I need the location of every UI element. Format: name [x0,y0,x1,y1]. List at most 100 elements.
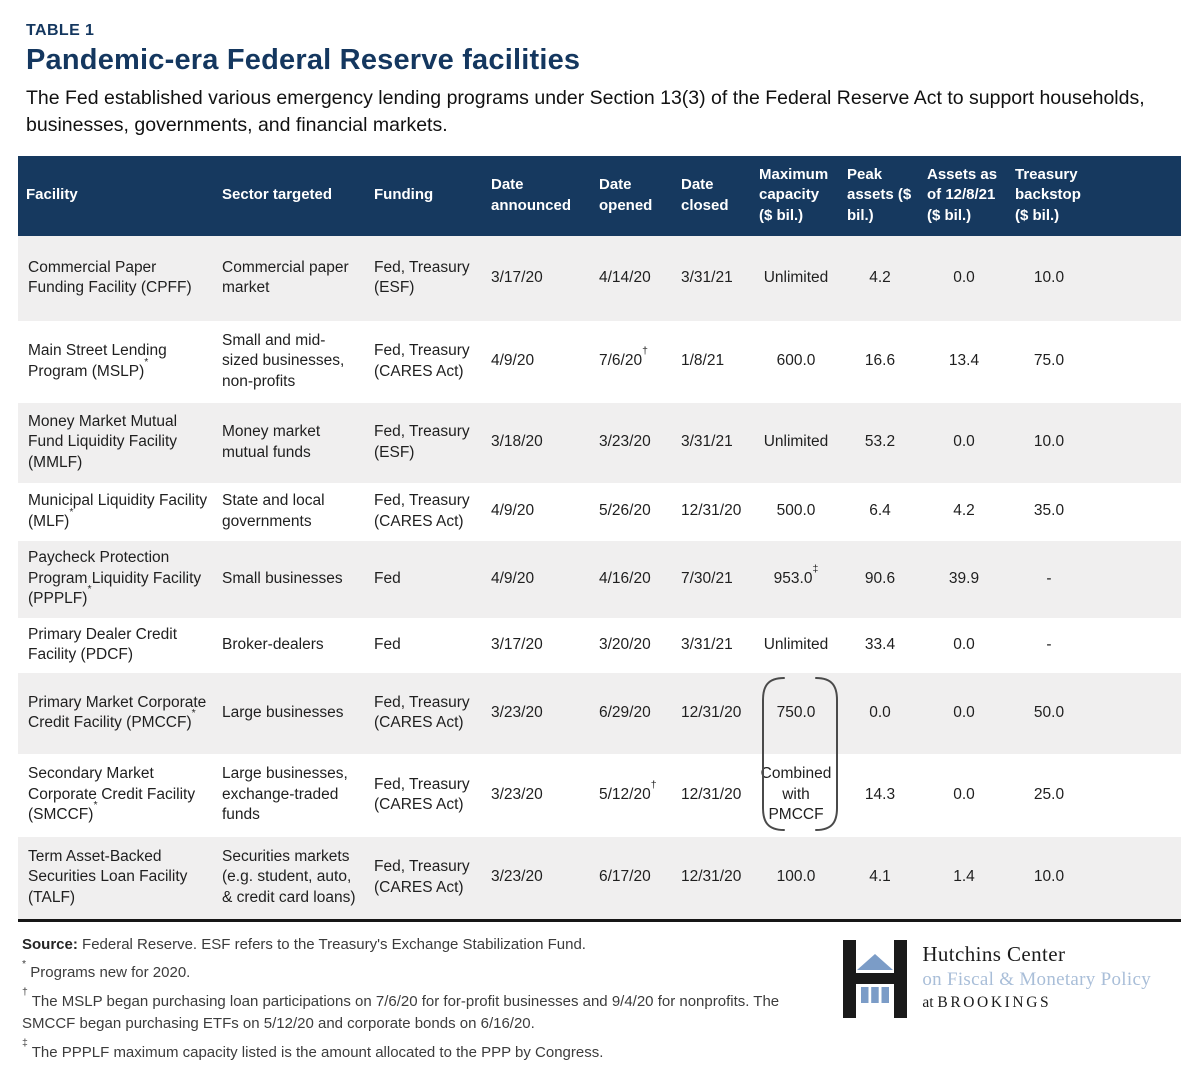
table-cell: 1.4 [953,868,975,886]
table-cell: 90.6 [864,569,896,587]
table-cell: 5/12/20† [599,778,657,803]
facilities-table: Facility Sector targeted Funding Date annou… [18,155,1181,919]
table-row: Municipal Liquidity Facility (MLF)* State… [18,483,1181,541]
table-cell: 953.0‡ [773,562,819,587]
column-header: Funding [374,186,434,204]
table-cell: 10.0 [1033,268,1065,286]
column-header: Date closed [681,176,729,214]
table-cell: Fed, Treasury (CARES Act) [374,775,470,814]
table-cell: Fed, Treasury (CARES Act) [374,693,470,732]
table-cell: Large businesses, exchange-traded funds [222,765,348,824]
footnote-marker: * [144,355,149,368]
table-cell: 10.0 [1033,868,1065,886]
footnote-marker: * [87,583,92,596]
table-cell: 4/9/20 [491,352,535,370]
logo-name: Hutchins Center [922,941,1066,966]
table-cell: 4/14/20 [599,268,651,286]
table-cell: 0.0 [953,703,975,721]
facility-cell: Main Street Lending Program (MSLP)* [28,342,167,380]
table-cell: Combined with PMCCF [760,765,832,824]
table-cell: Small and mid-sized businesses, non-prof… [222,331,345,390]
facility-cell: Primary Market Corporate Credit Facility… [28,693,207,732]
table-cell: 3/17/20 [491,635,543,653]
facility-cell: Term Asset-Backed Securities Loan Facili… [28,847,188,906]
table-cell: 33.4 [864,635,896,653]
footnote-marker: † [650,778,657,791]
footnote-line: * Programs new for 2020. [22,957,191,982]
logo-at-prefix: at [922,993,938,1011]
table-row: Primary Market Corporate Credit Facility… [18,672,1181,754]
table-cell: 3/17/20 [491,268,543,286]
table-cell: 12/31/20 [681,502,742,520]
footnote-marker: * [69,505,74,518]
footnotes: Source: Federal Reserve. ESF refers to t… [22,934,832,1071]
table-bottom-rule [18,918,1181,922]
footnote-line: Source: Federal Reserve. ESF refers to t… [22,935,586,953]
table-cell: Fed, Treasury (CARES Act) [374,342,470,380]
table-cell: 0.0 [869,703,891,721]
facility-cell: Money Market Mutual Fund Liquidity Facil… [28,412,178,471]
table-cell: 3/23/20 [599,433,651,451]
table-row: Commercial Paper Funding Facility (CPFF)… [18,235,1181,321]
table-cell: 3/23/20 [491,785,543,803]
table-cell: Fed, Treasury (ESF) [374,258,470,297]
table-row: Term Asset-Backed Securities Loan Facili… [18,836,1181,919]
table-cell: State and local governments [222,492,325,530]
table-cell: 4/16/20 [599,569,651,587]
table-cell: Fed, Treasury (CARES Act) [374,858,470,896]
table-cell: Fed [374,635,401,653]
table-cell: 750.0 [776,703,816,721]
column-header: Peak assets ($ bil.) [847,166,912,224]
table-cell: Unlimited [763,433,829,451]
facility-cell: Commercial Paper Funding Facility (CPFF) [28,258,192,297]
table-cell: 13.4 [948,352,980,370]
table-row: Paycheck Protection Program Liquidity Fa… [18,540,1181,618]
footnote-marker: ‡ [812,562,819,575]
table-row: Primary Dealer Credit Facility (PDCF) Bro… [18,618,1181,673]
footer: Source: Federal Reserve. ESF refers to t… [18,922,1181,1071]
table-cell: 4.2 [869,268,891,286]
column-header: Date announced [491,176,572,214]
table-cell: Unlimited [763,635,829,653]
table-cell: 3/23/20 [491,703,543,721]
table-cell: 12/31/20 [681,868,742,886]
table-cell: Fed [374,569,401,587]
table-cell: 3/18/20 [491,433,543,451]
table-cell: 6/29/20 [599,703,651,721]
table-cell: 4/9/20 [491,569,535,587]
footnote-line: † The MSLP began purchasing loan partici… [22,986,780,1032]
table-cell: 6.4 [869,502,891,520]
table-cell: 7/30/21 [681,569,733,587]
table-cell: Money market mutual funds [222,423,321,461]
table-number-label: TABLE 1 [26,22,95,39]
column-header: Date opened [599,176,653,214]
table-cell: 14.3 [864,785,896,803]
footnote-marker: † [642,345,648,358]
table-cell: Securities markets (e.g. student, auto, … [222,847,356,906]
column-header: Assets as of 12/8/21 ($ bil.) [927,166,998,224]
logo-brand-line: at BROOKINGS [922,994,1151,1012]
table-cell: 0.0 [953,635,975,653]
table-cell: 0.0 [953,268,975,286]
table-cell: 3/23/20 [491,868,543,886]
table-cell: Large businesses [222,703,344,721]
table-cell: Unlimited [763,268,829,286]
table-cell: 600.0 [776,352,816,370]
table-cell: 6/17/20 [599,868,651,886]
table-cell: 53.2 [864,433,896,451]
table-row: Secondary Market Corporate Credit Facili… [18,754,1181,837]
table-row: Main Street Lending Program (MSLP)* Small… [18,321,1181,403]
footnote-marker: * [191,707,196,720]
facility-cell: Paycheck Protection Program Liquidity Fa… [28,549,202,608]
column-header: Sector targeted [222,186,333,204]
logo-brand: BROOKINGS [937,993,1052,1011]
table-cell: 0.0 [953,785,975,803]
table-cell: 5/26/20 [599,502,651,520]
footnote-marker: * [93,799,98,812]
table-cell: 12/31/20 [681,785,742,803]
facilities-table-wrap: Facility Sector targeted Funding Date annou… [18,155,1181,922]
table-header-row: Facility Sector targeted Funding Date annou… [18,155,1181,236]
table-cell: - [1046,569,1052,587]
hutchins-logo-icon [843,939,908,1018]
